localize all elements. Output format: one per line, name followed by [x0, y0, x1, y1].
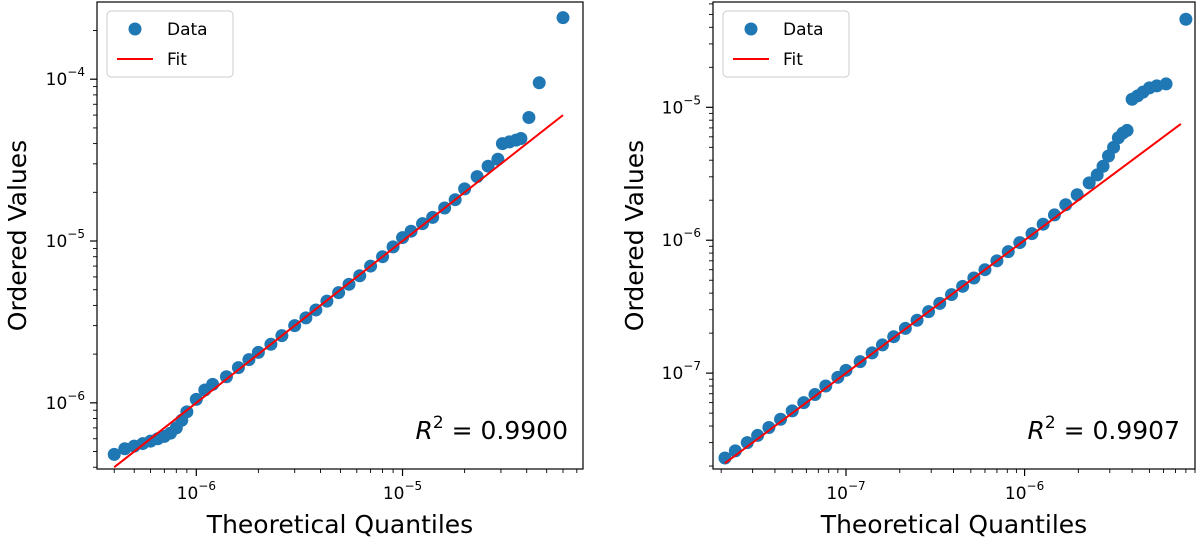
data-point — [514, 132, 528, 146]
legend-label: Data — [167, 20, 208, 40]
data-point — [1120, 123, 1134, 137]
chart-panel-2: 10−7 10−6 10−7 10−6 10−5 Theoretical Quantile… — [620, 1, 1196, 539]
x-tick-label: 10−6 — [177, 479, 216, 504]
data-point — [819, 379, 833, 393]
y-tick-label: 10−5 — [662, 93, 701, 118]
data-point — [107, 447, 121, 461]
data-point — [532, 76, 546, 90]
x-axis-label: Theoretical Quantiles — [206, 510, 473, 539]
data-point — [1096, 159, 1110, 173]
minor-ticks — [93, 30, 578, 473]
r-squared-annotation: R2 = 0.9900 — [415, 413, 568, 445]
x-tick-label: 10−6 — [1005, 479, 1044, 504]
data-point — [1036, 217, 1050, 231]
data-point — [1047, 208, 1061, 222]
y-axis-label: Ordered Values — [620, 140, 649, 331]
data-point — [231, 361, 245, 375]
legend-label: Fit — [783, 50, 803, 70]
legend-marker-data — [744, 22, 758, 36]
data-point — [1070, 188, 1084, 202]
y-tick-label: 10−4 — [46, 65, 85, 90]
data-point — [481, 159, 495, 173]
plot-frame — [96, 1, 584, 470]
x-axis-label: Theoretical Quantiles — [820, 510, 1087, 539]
data-point — [522, 110, 536, 124]
r-squared-annotation: R2 = 0.9907 — [1027, 413, 1180, 445]
data-point — [1179, 12, 1193, 26]
data-point — [404, 224, 418, 238]
x-tick-label: 10−7 — [826, 479, 865, 504]
x-tick-label: 10−5 — [383, 479, 422, 504]
legend-label: Data — [783, 20, 824, 40]
fit-line — [113, 114, 564, 469]
data-point — [762, 420, 776, 434]
minor-ticks — [709, 3, 1196, 473]
fit-line — [724, 123, 1182, 465]
y-tick-label: 10−6 — [662, 226, 701, 251]
data-point — [556, 11, 570, 25]
data-point — [189, 392, 203, 406]
data-point — [219, 370, 233, 384]
data-point — [785, 404, 799, 418]
legend-label: Fit — [167, 50, 187, 70]
y-tick-label: 10−6 — [46, 389, 85, 414]
legend: Data Fit — [722, 10, 850, 78]
y-tick-label: 10−5 — [46, 227, 85, 252]
data-point — [751, 428, 765, 442]
data-point — [1159, 77, 1173, 91]
data-series — [718, 12, 1193, 465]
data-series — [107, 11, 570, 461]
legend: Data Fit — [106, 10, 234, 78]
data-point — [1082, 176, 1096, 190]
data-point — [839, 363, 853, 377]
data-point — [458, 182, 472, 196]
y-axis-label: Ordered Values — [3, 140, 32, 331]
chart-panel-1: 10−6 10−5 10−6 10−5 10−4 Theoretical Quantile… — [3, 1, 584, 539]
y-tick-label: 10−7 — [662, 359, 701, 384]
data-point — [740, 436, 754, 450]
plot-frame — [712, 1, 1196, 470]
legend-marker-data — [128, 22, 142, 36]
data-point — [774, 412, 788, 426]
data-point — [470, 170, 484, 184]
